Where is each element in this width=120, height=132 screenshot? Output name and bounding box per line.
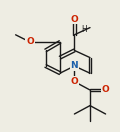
Text: O: O <box>102 86 109 95</box>
Text: H: H <box>82 25 87 34</box>
Text: O: O <box>71 15 78 24</box>
Text: O: O <box>71 77 78 86</box>
Text: O: O <box>26 37 34 46</box>
Text: N: N <box>71 62 78 70</box>
